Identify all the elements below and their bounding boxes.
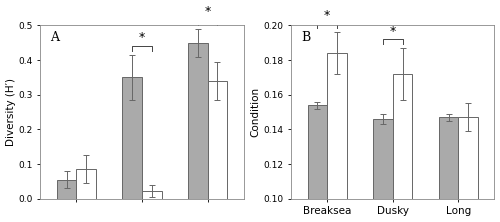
Bar	[373, 119, 393, 222]
Y-axis label: Diversity (H′): Diversity (H′)	[6, 78, 16, 146]
Bar	[327, 53, 347, 222]
Bar	[458, 117, 478, 222]
Bar	[122, 77, 142, 199]
Text: *: *	[390, 25, 396, 38]
Y-axis label: Condition: Condition	[250, 87, 260, 137]
Bar	[76, 169, 96, 199]
Text: *: *	[324, 9, 330, 22]
Text: B: B	[302, 31, 310, 44]
Text: *: *	[139, 32, 145, 44]
Bar	[188, 43, 208, 199]
Text: A: A	[50, 31, 59, 44]
Bar	[438, 117, 458, 222]
Bar	[142, 191, 162, 199]
Bar	[393, 74, 412, 222]
Text: *: *	[204, 6, 210, 18]
Bar	[56, 180, 76, 199]
Bar	[308, 105, 327, 222]
Bar	[208, 81, 228, 199]
